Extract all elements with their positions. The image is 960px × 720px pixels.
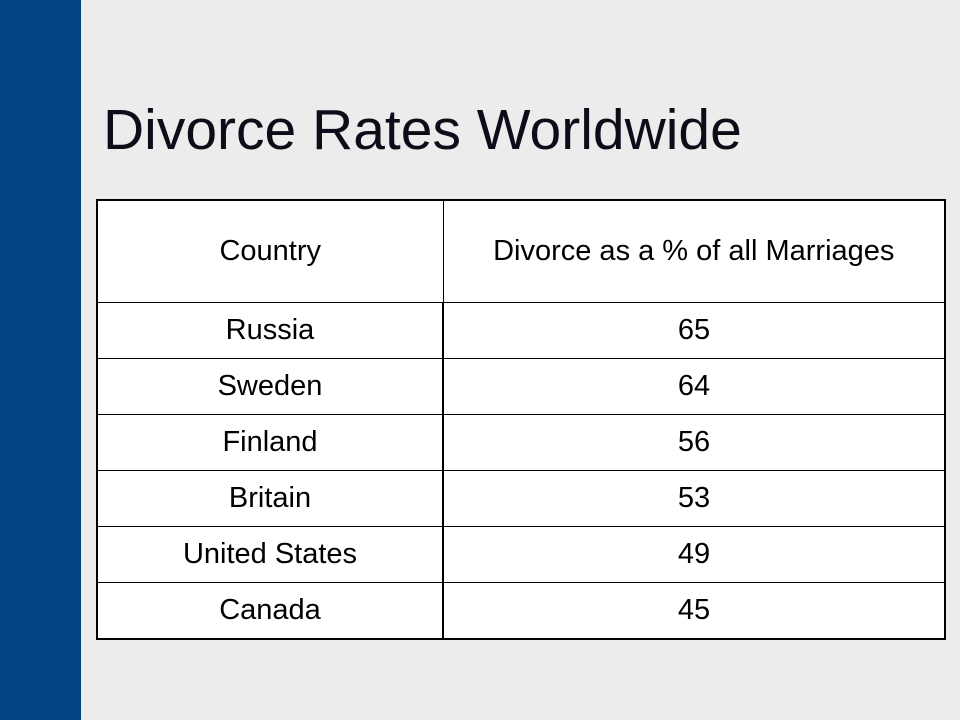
rate-cell: 45 bbox=[442, 582, 946, 640]
rate-cell: 56 bbox=[442, 413, 946, 471]
header-divorce-rate: Divorce as a % of all Marriages bbox=[442, 199, 946, 303]
slide-title: Divorce Rates Worldwide bbox=[103, 98, 742, 162]
header-country: Country bbox=[96, 199, 444, 303]
table-row: Britain 53 bbox=[96, 469, 946, 528]
table-row: Canada 45 bbox=[96, 582, 946, 640]
rate-cell: 64 bbox=[442, 357, 946, 415]
table-row: Sweden 64 bbox=[96, 357, 946, 415]
country-cell: Finland bbox=[96, 413, 444, 471]
country-cell: Canada bbox=[96, 582, 444, 640]
table-row: Finland 56 bbox=[96, 413, 946, 471]
side-accent-bar bbox=[0, 0, 81, 720]
table-row: Russia 65 bbox=[96, 301, 946, 359]
table-header-row: Country Divorce as a % of all Marriages bbox=[96, 199, 946, 303]
table-row: United States 49 bbox=[96, 526, 946, 584]
rate-cell: 49 bbox=[442, 526, 946, 584]
rate-cell: 53 bbox=[442, 469, 946, 528]
country-cell: Russia bbox=[96, 301, 444, 359]
country-cell: United States bbox=[96, 526, 444, 584]
country-cell: Britain bbox=[96, 469, 444, 528]
country-cell: Sweden bbox=[96, 357, 444, 415]
rate-cell: 65 bbox=[442, 301, 946, 359]
divorce-rates-table: Country Divorce as a % of all Marriages … bbox=[96, 199, 946, 640]
